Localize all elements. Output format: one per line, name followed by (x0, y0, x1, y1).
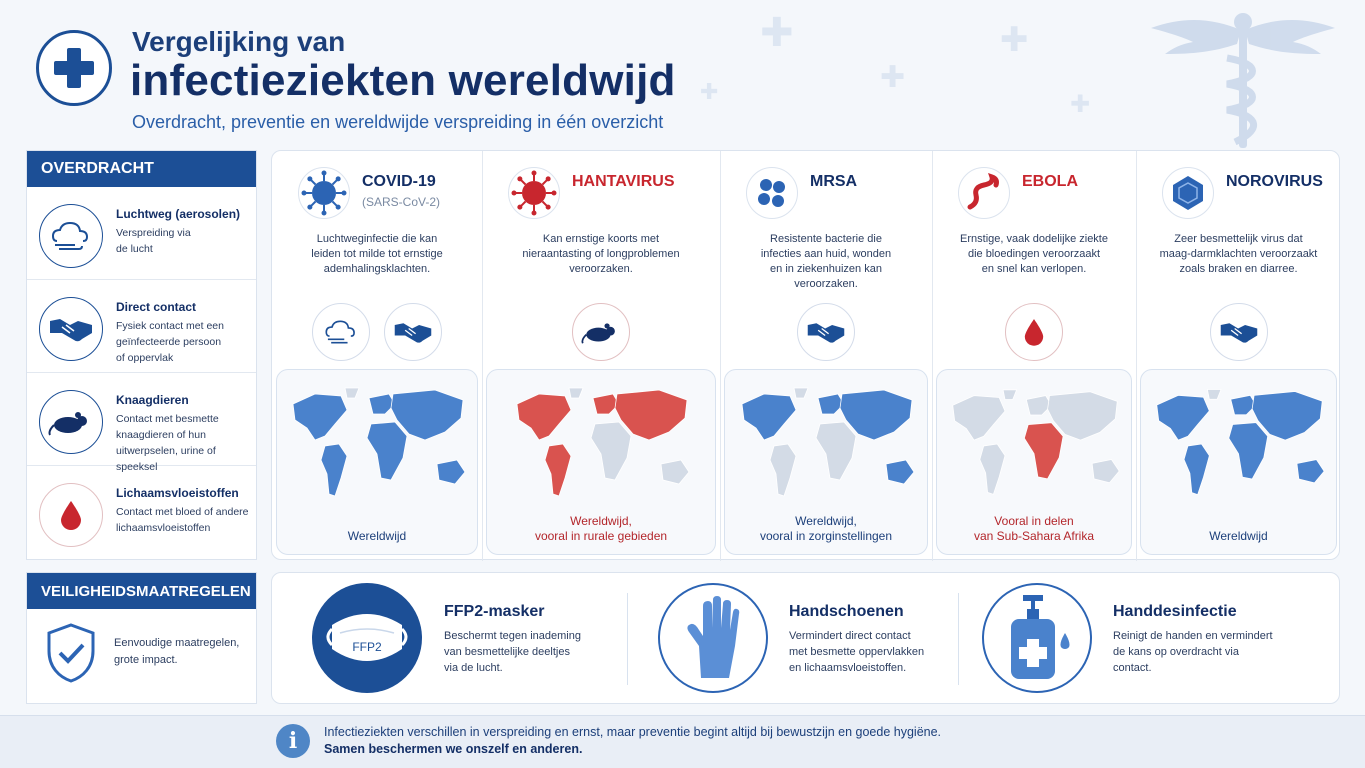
safety-desc: Eenvoudige maatregelen, grote impact. (114, 637, 240, 666)
disease-column-hantavirus: HANTAVIRUS Kan ernstige koorts met nieraan… (482, 151, 720, 561)
transmission-item-airborne: Luchtweg (aerosolen) Verspreiding via de … (27, 187, 256, 280)
medical-cross-icon (54, 48, 94, 88)
background-cross-pattern: ✚ (1070, 90, 1091, 118)
distribution-caption: Wereldwijd (347, 529, 407, 543)
handshake-icon (797, 303, 855, 361)
handshake-icon (1209, 303, 1268, 361)
filovirus-icon (958, 167, 1010, 219)
distribution-map: Vooral in delen van Sub-Sahara Afrika (936, 369, 1132, 555)
divider (627, 593, 628, 685)
background-cross-pattern: ✚ (760, 10, 794, 56)
footer-slogan: Samen beschermen we onszelf en anderen. (324, 742, 583, 756)
divider (932, 151, 933, 561)
transmission-panel: OVERDRACHT Luchtweg (aerosolen) Versprei… (26, 150, 257, 560)
distribution-map: Wereldwijd, vooral in rurale gebieden (486, 369, 716, 555)
disease-description: Ernstige, vaak dodelijke ziekte die bloed… (960, 233, 1108, 275)
background-cross-pattern: ✚ (880, 60, 906, 95)
airborne-icon (312, 303, 370, 361)
world-map (292, 387, 466, 497)
rodent-icon (39, 390, 103, 454)
divider (720, 151, 721, 561)
norovirus-icon (1162, 167, 1214, 219)
transmission-desc: Contact met besmette knaagdieren of hun ui… (116, 413, 219, 473)
prevention-title: Handschoenen (789, 603, 904, 620)
disease-name: MRSA (810, 173, 858, 190)
disease-subname: (SARS-CoV-2) (362, 195, 441, 209)
transmission-title: Luchtweg (aerosolen) (116, 207, 241, 221)
title-line-1: Vergelijking van (132, 26, 346, 57)
transmission-desc: Contact met bloed of andere lichaamsvloei… (116, 506, 249, 534)
disease-name: EBOLA (1022, 173, 1078, 190)
distribution-caption: Wereldwijd (1209, 529, 1268, 543)
transmission-item-rodent: Knaagdieren Contact met besmette knaagdie… (27, 373, 256, 473)
world-map (952, 389, 1120, 495)
disease-description: Zeer besmettelijk virus dat maag-darmklac… (1159, 233, 1318, 275)
mask-label: FFP2 (352, 640, 382, 654)
distribution-caption: Wereldwijd, vooral in rurale gebieden (534, 514, 668, 543)
distribution-map: Wereldwijd (276, 369, 478, 555)
disease-description: Kan ernstige koorts met nieraantasting of… (522, 233, 680, 275)
distribution-map: Wereldwijd (1140, 369, 1337, 555)
info-icon: i (276, 724, 310, 758)
background-cross-pattern: ✚ (700, 80, 719, 105)
disease-column-ebola: EBOLA Ernstige, vaak dodelijke ziekte die … (932, 151, 1136, 561)
disease-description: Luchtweginfectie die kan leiden tot milde… (311, 233, 443, 275)
rodent-icon (572, 303, 630, 361)
disease-name: COVID-19 (362, 173, 436, 190)
disease-column-covid-19: COVID-19 (SARS-CoV-2) Luchtweginfectie die… (272, 151, 482, 561)
page-title: infectieziekten wereldwijd (130, 56, 676, 105)
disease-comparison-grid: COVID-19 (SARS-CoV-2) Luchtweginfectie die… (271, 150, 1341, 561)
disease-description: Resistente bacterie die infecties aan hui… (760, 233, 892, 290)
transmission-item-contact: Direct contact Fysiek contact met een geï… (27, 280, 256, 373)
safety-panel: VEILIGHEIDSMAATREGELEN Eenvoudige maatre… (26, 572, 257, 704)
coronavirus-icon (298, 167, 350, 219)
disease-name: NOROVIRUS (1226, 173, 1323, 190)
glove-icon (658, 583, 768, 693)
disease-name: HANTAVIRUS (572, 173, 675, 190)
transmission-title: Knaagdieren (116, 393, 189, 407)
handshake-icon (384, 303, 442, 361)
virus-red-icon (508, 167, 560, 219)
page-subtitle: Overdracht, preventie en wereldwijde ver… (132, 112, 664, 132)
transmission-desc: Fysiek contact met een geïnfecteerde pers… (116, 320, 224, 364)
world-map (516, 387, 690, 497)
world-map (1156, 389, 1325, 496)
footer: i Infectieziekten verschillen in verspre… (0, 715, 1365, 768)
airborne-icon (39, 204, 103, 268)
prevention-desc: Beschermt tegen inademing van besmettelij… (444, 630, 581, 674)
disease-column-norovirus: NOROVIRUS Zeer besmettelijk virus dat maag… (1136, 151, 1341, 561)
blood-drop-icon (1005, 303, 1063, 361)
logo (36, 30, 112, 106)
transmission-desc: Verspreiding via de lucht (116, 227, 191, 255)
divider (958, 593, 959, 685)
safety-heading: VEILIGHEIDSMAATREGELEN (27, 573, 256, 609)
prevention-desc: Reinigt de handen en vermindert de kans o… (1113, 630, 1273, 674)
prevention-desc: Vermindert direct contact met besmette op… (789, 630, 925, 674)
prevention-panel: FFP2 FFP2-masker Beschermt tegen inademi… (271, 572, 1340, 704)
divider (1136, 151, 1137, 561)
prevention-title: Handdesinfectie (1113, 603, 1237, 620)
background-cross-pattern: ✚ (1000, 20, 1029, 60)
ffp2-mask-icon: FFP2 (312, 583, 422, 693)
world-map (741, 387, 915, 497)
distribution-caption: Vooral in delen van Sub-Sahara Afrika (973, 514, 1095, 543)
handshake-icon (39, 297, 103, 361)
transmission-heading: OVERDRACHT (27, 151, 256, 187)
blood-drop-icon (39, 483, 103, 547)
disease-column-mrsa: MRSA Resistente bacterie die infecties aan… (720, 151, 932, 561)
distribution-map: Wereldwijd, vooral in zorginstellingen (724, 369, 928, 555)
prevention-title: FFP2-masker (444, 603, 545, 620)
transmission-title: Lichaamsvloeistoffen (116, 486, 239, 500)
footer-text: Infectieziekten verschillen in verspreid… (324, 725, 942, 739)
bacteria-icon (746, 167, 798, 219)
sanitizer-icon (982, 583, 1092, 693)
transmission-title: Direct contact (116, 300, 197, 314)
caduceus-icon (1151, 13, 1335, 148)
divider (482, 151, 483, 561)
distribution-caption: Wereldwijd, vooral in zorginstellingen (759, 514, 893, 543)
transmission-item-fluids: Lichaamsvloeistoffen Contact met bloed o… (27, 466, 256, 559)
shield-check-icon (47, 623, 95, 683)
